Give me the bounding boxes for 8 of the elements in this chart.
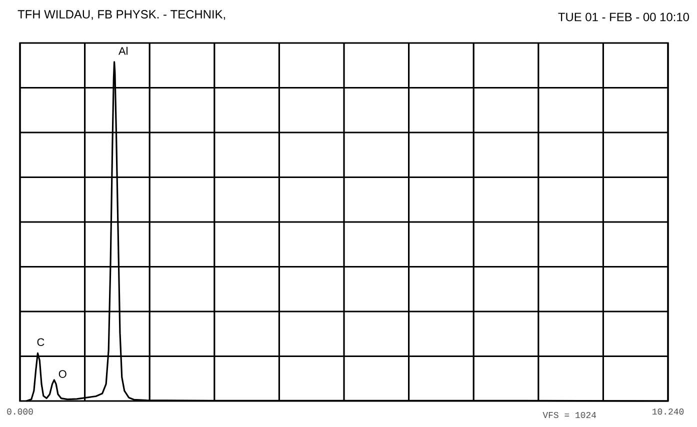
chart-title: TFH WILDAU, FB PHYSK. - TECHNIK, bbox=[18, 10, 226, 20]
annotation: C bbox=[37, 338, 44, 346]
x-tick-label: 10.240 bbox=[652, 408, 684, 415]
text: VFS = 1024 bbox=[542, 412, 596, 418]
annotation: Al bbox=[118, 46, 128, 55]
x-tick-label: 0.000 bbox=[7, 408, 33, 415]
chart-subtitle: TUE 01 - FEB - 00 10:10 bbox=[558, 12, 690, 22]
annotation: O bbox=[58, 370, 66, 378]
